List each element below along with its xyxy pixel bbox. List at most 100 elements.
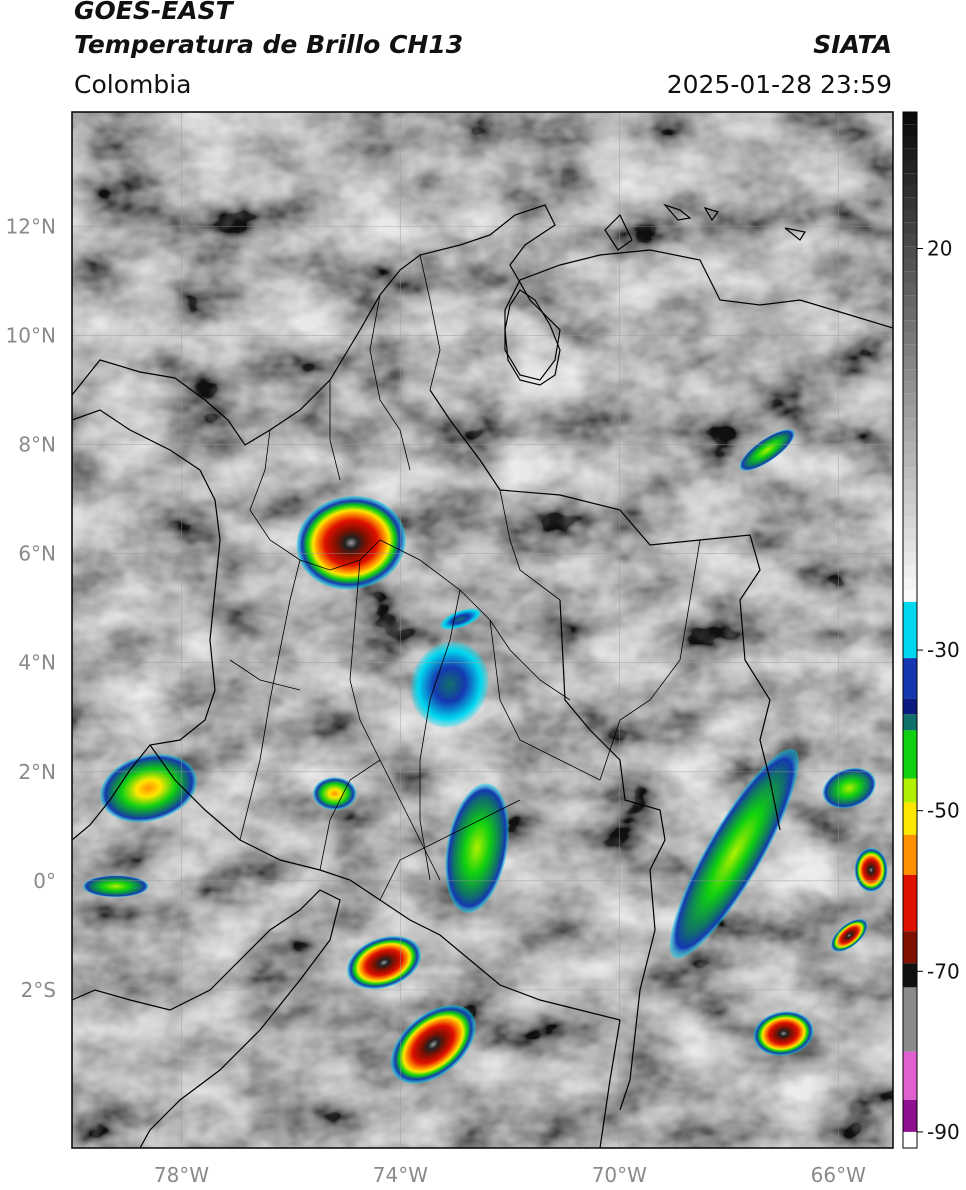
ecuador-coast (72, 889, 341, 1148)
colorbar-color-step (903, 963, 917, 988)
colorbar-gray-step (903, 393, 917, 406)
colorbar-gray-step (903, 577, 917, 590)
colorbar-gray-step (903, 356, 917, 370)
storm-cell (831, 918, 868, 952)
lat-tick-label: 2°N (18, 760, 56, 784)
colorbar-gray-step (903, 491, 917, 504)
colorbar-gray-step (903, 516, 917, 529)
storm-cell (445, 783, 509, 913)
colorbar-gray-step (903, 136, 917, 149)
colorbar-gray-step (903, 234, 917, 247)
cloud-texture-fine (72, 112, 893, 1148)
colorbar-gray-step (903, 503, 917, 517)
map-frame (71, 111, 894, 1149)
colorbar-color-step (903, 658, 917, 699)
border-venezuela (429, 389, 781, 831)
storm-cell (669, 748, 799, 959)
storm-cell (100, 754, 197, 823)
storm-cell (390, 1005, 476, 1084)
colorbar-gray-step (903, 197, 917, 210)
colorbar-gray-step (903, 528, 917, 541)
colorbar-color-step (903, 601, 917, 659)
lat-tick-label: 4°N (18, 651, 56, 675)
border-brazil (559, 599, 666, 1111)
colorbar-gray-step (903, 258, 917, 272)
colorbar-gray-step (903, 405, 917, 419)
graticule (72, 112, 893, 1148)
lat-tick-label: 8°N (18, 433, 56, 457)
storm-cell (439, 608, 482, 630)
islands (604, 203, 806, 251)
satellite-title: GOES-EAST (74, 0, 233, 25)
region-label: Colombia (74, 70, 192, 99)
storm-cell (822, 767, 876, 809)
lon-tick-label: 78°W (154, 1163, 209, 1187)
colorbar-tick-label: 20 (927, 237, 952, 261)
storm-cell (347, 936, 421, 990)
storm-cell (753, 1011, 814, 1056)
colorbar-color-step (903, 778, 917, 803)
colorbar-gray-step (903, 209, 917, 223)
lat-tick-label: 10°N (6, 324, 56, 348)
colorbar-color-step (903, 1099, 917, 1132)
lon-tick-label: 74°W (373, 1163, 428, 1187)
coastline-caribbean (72, 204, 893, 446)
colorbar-gray-step (903, 332, 917, 345)
colorbar-gray-step (903, 246, 917, 259)
colorbar-gray-step (903, 565, 917, 578)
colorbar-tick-label: -70 (927, 959, 960, 983)
colorbar-gray-step (903, 222, 917, 235)
colorbar: 20 -30 -50 -70 -90 (902, 111, 960, 1149)
colorbar-gray-step (903, 344, 917, 357)
storm-cell (296, 496, 406, 590)
colorbar-gray-step (903, 148, 917, 161)
storm-cell (739, 429, 795, 471)
colorbar-gray-step (903, 124, 917, 137)
colorbar-color-step (903, 834, 917, 875)
map-area (72, 112, 893, 1148)
colorbar-gray-step (903, 454, 917, 468)
lat-tick-label: 12°N (6, 215, 56, 239)
colorbar-gray-step (903, 467, 917, 480)
organization-label: SIATA (813, 30, 892, 59)
colorbar-gray-step (903, 589, 917, 602)
colorbar-gray-step (903, 307, 917, 321)
border-panama (72, 409, 201, 471)
storm-cell (854, 848, 888, 892)
coastline-pacific (72, 469, 221, 841)
colorbar-gray-step (903, 271, 917, 284)
colorbar-gray-step (903, 540, 917, 553)
lon-tick-label: 70°W (592, 1163, 647, 1187)
colorbar-gray-step (903, 479, 917, 492)
colorbar-gray-step (903, 295, 917, 308)
colorbar-color-step (903, 931, 917, 964)
timestamp-label: 2025-01-28 23:59 (666, 70, 892, 99)
colorbar-color-step (903, 802, 917, 835)
dept-borders (229, 254, 701, 901)
colorbar-gray-step (903, 185, 917, 198)
colorbar-gray-step (903, 112, 917, 125)
lat-tick-label: 6°N (18, 542, 56, 566)
colorbar-color-step (903, 730, 917, 779)
colorbar-gray-step (903, 283, 917, 296)
colorbar-tick-label: -90 (927, 1120, 960, 1144)
colorbar-color-step (903, 874, 917, 932)
colorbar-gray-step (903, 381, 917, 394)
colorbar-gray-step (903, 552, 917, 566)
colorbar-frame (902, 111, 918, 1149)
colorbar-gray-step (903, 160, 917, 174)
axis-labels: 12°N 10°N 8°N 6°N 4°N 2°N 0° 2°S 78°W 74°W 70°W 66°… (6, 215, 867, 1187)
colorbar-gray-step (903, 442, 917, 455)
colorbar-color-step (903, 698, 917, 715)
colorbar-gray-step (903, 430, 917, 443)
border-peru-colombia (599, 1019, 621, 1148)
storm-cell (312, 777, 357, 810)
colorbar-gray-step (903, 369, 917, 382)
colorbar-color-step (903, 1051, 917, 1100)
colorbar-gray-step (903, 173, 917, 186)
country-borders (72, 203, 893, 1148)
lat-tick-label: 2°S (21, 978, 56, 1002)
lake-maracaibo (504, 289, 561, 386)
colorbar-tick-label: -30 (927, 638, 960, 662)
